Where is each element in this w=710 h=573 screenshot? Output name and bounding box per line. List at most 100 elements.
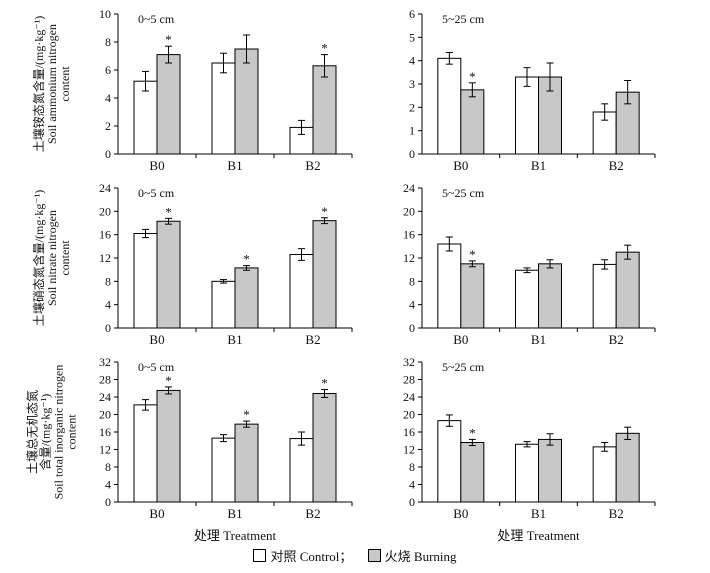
panel-4-ytick-label-4: 16 [99, 425, 111, 439]
panel-5-category-label-1: B1 [531, 506, 546, 521]
panel-0-ytick-label-5: 10 [99, 7, 111, 21]
panel-4-ytick-label-5: 20 [99, 408, 111, 422]
panel-2-ytick-label-4: 16 [99, 228, 111, 242]
panel-3-bar-burning-B2 [615, 251, 640, 329]
panel-1-category-label-1: B1 [531, 158, 546, 173]
panel-4-ylabel-line-3: content [65, 414, 79, 450]
panel-0-bar-burning-B2 [312, 65, 337, 155]
panel-0-significance-B0: * [165, 32, 172, 47]
panel-5-category-label-2: B2 [609, 506, 624, 521]
panel-0-ylabel-line-2: content [58, 66, 72, 102]
panel-5-ytick-label-4: 16 [403, 425, 415, 439]
panel-2-category-label-0: B0 [149, 332, 164, 347]
panel-4-category-label-0: B0 [149, 506, 164, 521]
panel-3-category-label-1: B1 [531, 332, 546, 347]
panel-4-ylabel-line-0: 土壤总无机态氮 [25, 390, 40, 474]
panel-0-significance-B2: * [321, 41, 328, 56]
panel-4-bar-control-B0 [133, 404, 158, 503]
legend-label-control: 对照 Control； [270, 549, 353, 564]
panel-1-category-label-2: B2 [609, 158, 624, 173]
panel-3-title: 5~25 cm [442, 186, 485, 200]
panel-4-ytick-label-6: 24 [99, 390, 111, 404]
panel-1-ytick-label-3: 3 [409, 77, 415, 91]
panel-3-bar-control-B2 [592, 263, 617, 329]
panel-0-ylabel-line-1: Soil ammonium nitrogen [45, 24, 59, 144]
panel-0-bar-control-B1 [211, 62, 236, 155]
panel-5-bar-burning-B2 [615, 432, 640, 503]
panel-5-ytick-label-3: 12 [403, 443, 415, 457]
panel-4-significance-B1: * [243, 407, 250, 422]
panel-1-significance-B0: * [469, 69, 476, 84]
panel-5-bar-burning-B0 [460, 442, 485, 503]
panel-4-significance-B0: * [165, 373, 172, 388]
panel-4-bar-burning-B0 [156, 389, 181, 503]
panel-1-title: 5~25 cm [442, 12, 485, 26]
panel-1-ytick-label-1: 1 [409, 124, 415, 138]
panel-1-bar-control-B0 [437, 57, 462, 155]
panel-0-bar-burning-B1 [234, 48, 259, 155]
panel-4-category-label-1: B1 [227, 506, 242, 521]
panel-5-bar-control-B1 [515, 443, 539, 503]
panel-2-ytick-label-2: 8 [105, 274, 111, 288]
panel-0-bar-control-B0 [133, 80, 158, 155]
panel-4-ylabel-line-1: 含量/(mg·kg⁻¹) [38, 394, 53, 471]
panel-1-ytick-label-2: 2 [409, 100, 415, 114]
panel-0-bar-burning-B0 [156, 54, 181, 155]
panel-5-bar-burning-B1 [538, 438, 562, 503]
panel-5-ytick-label-6: 24 [403, 390, 415, 404]
panel-0-category-label-2: B2 [305, 158, 320, 173]
panel-2-bar-burning-B1 [234, 267, 259, 329]
panel-4-significance-B2: * [321, 376, 328, 391]
panel-3-ytick-label-3: 12 [403, 251, 415, 265]
panel-4-xlabel: 处理 Treatment [194, 528, 277, 543]
panel-5-ytick-label-5: 20 [403, 408, 415, 422]
panel-3-category-label-0: B0 [453, 332, 468, 347]
panel-4-bar-burning-B1 [234, 423, 259, 503]
panel-5-xlabel: 处理 Treatment [497, 528, 580, 543]
panel-2-ylabel-line-0: 土壤硝态氮含量/(mg·kg⁻¹) [31, 190, 46, 327]
panel-2-title: 0~5 cm [138, 186, 175, 200]
panel-3-significance-B0: * [469, 247, 476, 262]
panel-4-ytick-label-8: 32 [99, 355, 111, 369]
panel-0-category-label-1: B1 [227, 158, 242, 173]
panel-0-ylabel-line-0: 土壤铵态氮含量/(mg·kg⁻¹) [31, 16, 46, 153]
panel-5-ytick-label-8: 32 [403, 355, 415, 369]
panel-4-ytick-label-0: 0 [105, 495, 111, 509]
panel-1-category-label-0: B0 [453, 158, 468, 173]
panel-5-category-label-0: B0 [453, 506, 468, 521]
panel-5-ytick-label-0: 0 [409, 495, 415, 509]
panel-2-ytick-label-5: 20 [99, 204, 111, 218]
panel-5-title: 5~25 cm [442, 360, 485, 374]
panel-0-ytick-label-0: 0 [105, 147, 111, 161]
legend-swatch-burning [367, 549, 381, 562]
panel-4-ytick-label-1: 4 [105, 478, 111, 492]
panel-2-ytick-label-6: 24 [99, 181, 111, 195]
panel-4-title: 0~5 cm [138, 360, 175, 374]
panel-3-bar-burning-B0 [460, 263, 485, 329]
legend-item-burning: 火烧 Burning [367, 546, 457, 565]
panel-3-ytick-label-2: 8 [409, 274, 415, 288]
panel-2-ylabel-line-1: Soil nitrate nitrogen [45, 210, 59, 306]
panel-4-bar-burning-B2 [312, 393, 337, 503]
panel-2-significance-B2: * [321, 204, 328, 219]
panel-2-bar-control-B2 [289, 254, 314, 329]
panel-5-ytick-label-1: 4 [409, 478, 415, 492]
panel-2-category-label-1: B1 [227, 332, 242, 347]
panel-4-bar-control-B2 [289, 438, 314, 503]
panel-5-bar-control-B0 [437, 420, 462, 503]
panel-3-bar-control-B1 [515, 269, 539, 329]
panel-3-bar-control-B0 [437, 243, 462, 329]
panel-2-ylabel-line-2: content [58, 240, 72, 276]
legend-swatch-control [253, 549, 267, 562]
panel-0-ytick-label-4: 8 [105, 35, 111, 49]
panel-3-ytick-label-4: 16 [403, 228, 415, 242]
legend-item-control: 对照 Control； [253, 546, 352, 565]
panel-0-ytick-label-2: 4 [105, 91, 111, 105]
panel-2-bar-control-B0 [133, 233, 158, 329]
panel-4-ylabel-line-2: Soil total inorganic nitrogen [52, 365, 66, 500]
panel-0-ytick-label-3: 6 [105, 63, 111, 77]
panel-2-category-label-2: B2 [305, 332, 320, 347]
panel-0-ytick-label-1: 2 [105, 119, 111, 133]
panel-2-ytick-label-0: 0 [105, 321, 111, 335]
